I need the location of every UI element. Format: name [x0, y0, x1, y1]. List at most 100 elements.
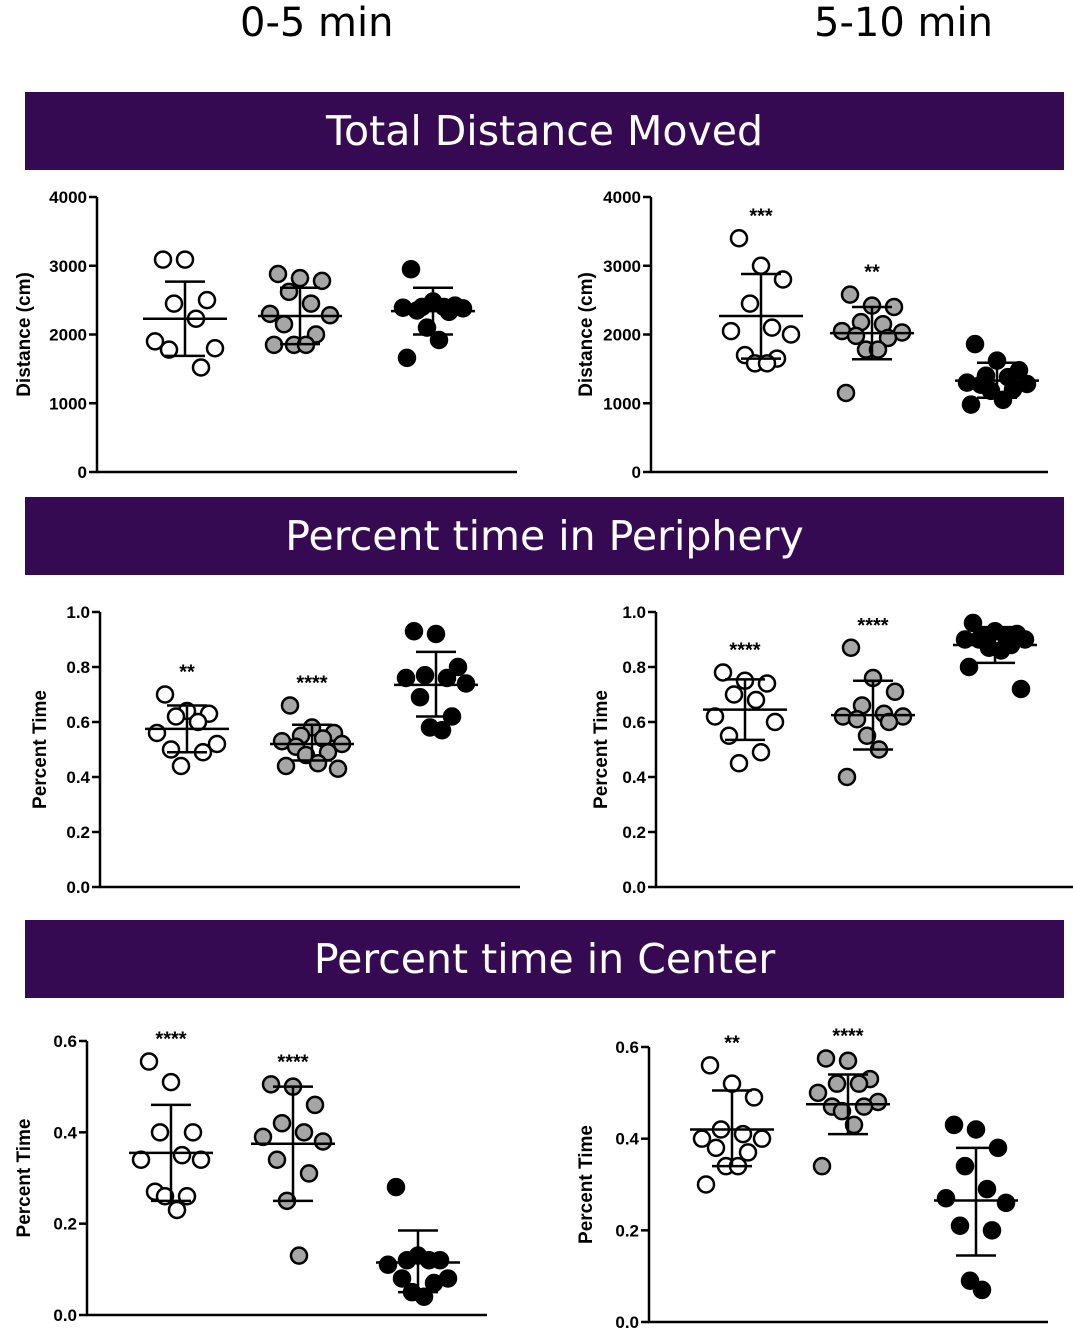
- data-point: [955, 1156, 975, 1176]
- data-point: [264, 335, 284, 355]
- data-point: [721, 321, 741, 341]
- data-point: [706, 1138, 726, 1158]
- data-point: [328, 759, 348, 778]
- y-tick-label: 0.8: [66, 658, 90, 677]
- y-tick-label: 0.8: [622, 658, 646, 677]
- data-point: [972, 1280, 992, 1300]
- data-point: [724, 685, 744, 704]
- group-3: [391, 259, 475, 368]
- banner-periphery: Percent time in Periphery: [25, 497, 1064, 575]
- group-3: [955, 334, 1039, 414]
- y-tick-label: 0.0: [622, 878, 646, 897]
- group-1: [143, 250, 227, 377]
- data-point: [396, 668, 416, 688]
- data-point: [207, 734, 227, 754]
- y-tick-label: 0.0: [66, 878, 90, 897]
- data-point: [837, 767, 857, 787]
- data-point: [977, 1179, 997, 1199]
- data-point: [147, 723, 167, 743]
- data-point: [171, 756, 191, 776]
- data-point: [175, 250, 195, 269]
- data-point: [279, 282, 299, 302]
- data-point: [426, 624, 446, 644]
- data-point: [765, 712, 785, 732]
- data-point: [959, 657, 979, 677]
- data-point: [868, 340, 888, 359]
- significance-label: **: [724, 1032, 740, 1054]
- data-point: [401, 259, 421, 279]
- data-point: [854, 1097, 874, 1116]
- column-title-right: 5-10 min: [814, 0, 993, 46]
- data-point: [205, 339, 225, 358]
- group-2: ****: [251, 1051, 335, 1265]
- group-3: [394, 622, 478, 740]
- data-point: [836, 383, 856, 403]
- y-tick-label: 3000: [49, 257, 87, 276]
- y-tick-label: 4000: [603, 188, 641, 207]
- group-1: ****: [703, 640, 787, 773]
- significance-label: ****: [277, 1051, 308, 1073]
- data-point: [429, 330, 449, 350]
- data-point: [846, 326, 866, 346]
- data-point: [963, 613, 983, 633]
- group-1: ****: [129, 1029, 213, 1220]
- data-point: [415, 666, 435, 685]
- data-point: [960, 1271, 980, 1290]
- y-tick-label: 0: [78, 463, 87, 482]
- data-point: [268, 264, 288, 284]
- data-point: [153, 250, 173, 269]
- data-point: [746, 690, 766, 710]
- significance-label: ****: [832, 1025, 863, 1047]
- data-point: [150, 1123, 170, 1142]
- y-axis-label: Percent Time: [30, 690, 51, 809]
- data-point: [751, 743, 771, 762]
- significance-label: ***: [749, 205, 773, 227]
- data-point: [437, 668, 457, 688]
- data-point: [762, 318, 782, 337]
- data-point: [159, 340, 179, 359]
- data-point: [729, 229, 749, 248]
- group-3: [953, 613, 1037, 699]
- y-tick-label: 3000: [603, 257, 641, 276]
- data-point: [397, 1250, 417, 1270]
- data-point: [299, 1164, 319, 1183]
- data-point: [773, 270, 793, 289]
- data-point: [260, 304, 280, 324]
- y-tick-label: 2000: [49, 326, 87, 345]
- banner-center: Percent time in Center: [25, 920, 1064, 998]
- data-point: [191, 358, 211, 377]
- data-point: [386, 1177, 406, 1197]
- data-point: [378, 1255, 398, 1275]
- data-point: [879, 712, 899, 732]
- data-point: [164, 294, 184, 313]
- data-point: [301, 294, 321, 313]
- data-point: [740, 294, 760, 313]
- significance-label: ****: [729, 640, 760, 662]
- data-point: [751, 256, 771, 275]
- group-2: ****: [270, 673, 354, 778]
- column-title-left: 0-5 min: [240, 0, 394, 46]
- data-point: [1011, 679, 1031, 699]
- y-axis-label: Percent Time: [576, 1125, 597, 1244]
- data-point: [965, 334, 985, 354]
- data-point: [857, 726, 877, 745]
- data-point: [183, 1123, 203, 1142]
- y-axis-label: Distance (cm): [576, 272, 597, 397]
- data-point: [139, 1052, 159, 1071]
- significance-label: ****: [155, 1029, 186, 1051]
- group-1: ***: [719, 205, 803, 373]
- data-point: [808, 1083, 828, 1103]
- data-point: [305, 1095, 325, 1115]
- data-point: [166, 707, 186, 726]
- data-point: [827, 1074, 847, 1093]
- data-point: [272, 1113, 292, 1133]
- data-point: [410, 688, 430, 707]
- data-point: [700, 1056, 720, 1075]
- y-tick-label: 0.6: [66, 713, 90, 732]
- y-tick-label: 0.2: [66, 823, 90, 842]
- data-point: [172, 1145, 192, 1165]
- y-tick-label: 0.0: [615, 1313, 639, 1329]
- data-point: [950, 1216, 970, 1235]
